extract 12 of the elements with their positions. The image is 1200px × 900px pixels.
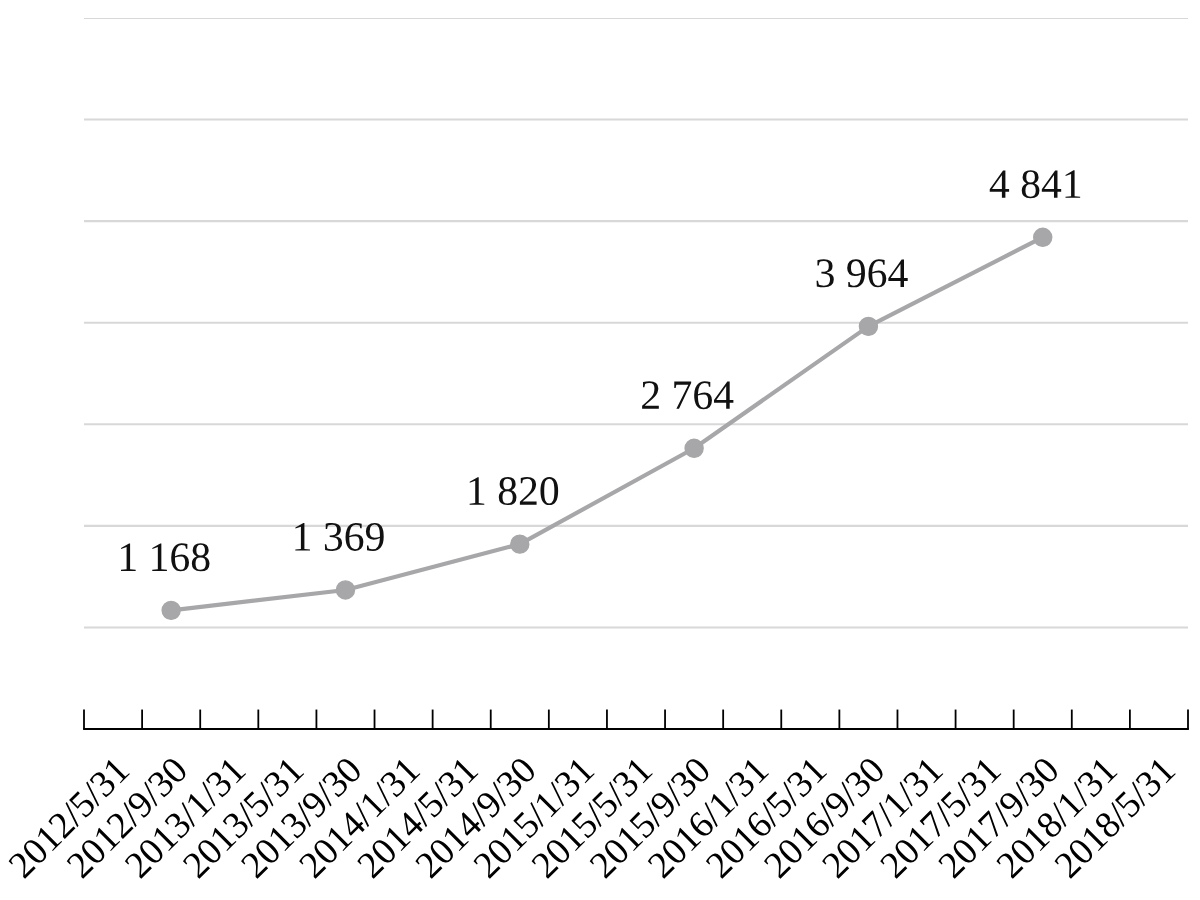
data-label: 1 369 — [295, 522, 384, 551]
point — [858, 316, 879, 337]
data-label: 1 168 — [121, 543, 210, 572]
point — [1033, 227, 1053, 248]
data-label: 3 964 — [816, 259, 908, 288]
data-label: 4 841 — [989, 170, 1081, 199]
point — [161, 600, 181, 621]
data-label: 2 764 — [642, 381, 734, 410]
point — [335, 580, 356, 600]
point — [684, 438, 704, 458]
point — [510, 534, 530, 554]
data-label: 1 820 — [469, 477, 559, 506]
